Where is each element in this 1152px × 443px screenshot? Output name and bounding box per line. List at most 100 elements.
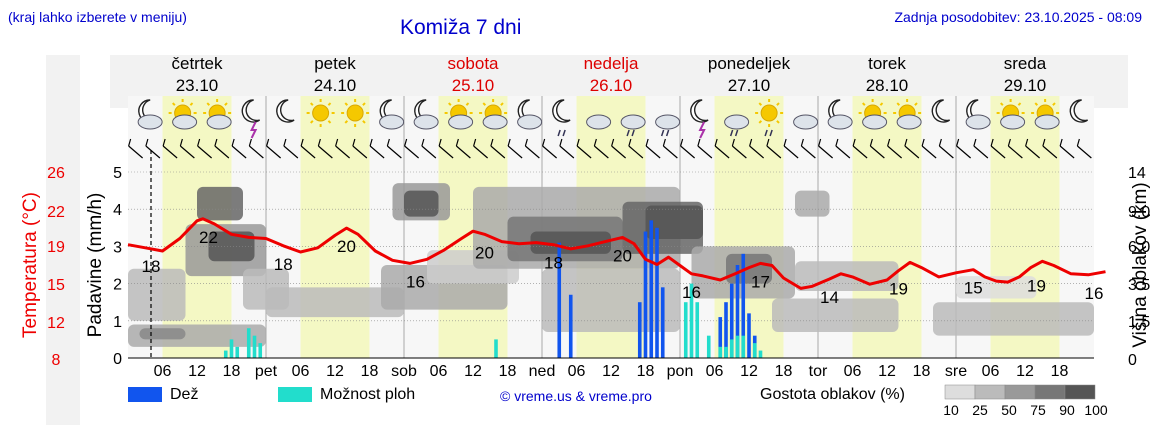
wind-barb-flag: [335, 138, 339, 147]
rain-bar: [724, 302, 728, 358]
sun-ray: [482, 102, 487, 106]
precip-tick-label: 2: [113, 277, 122, 294]
x-tick-label: 18: [1051, 363, 1069, 380]
shower-bar: [235, 346, 240, 358]
sun-ray: [1052, 102, 1056, 106]
rain-drop: [729, 129, 734, 137]
wind-barb: [818, 145, 834, 159]
x-tick-label: 12: [878, 363, 896, 380]
cloud-icon: [793, 114, 819, 130]
wind-barb-flag: [214, 138, 218, 147]
rain-bar: [735, 265, 740, 358]
cloud-density-blob: [795, 190, 830, 217]
cloud-density-tick: 25: [972, 402, 988, 418]
wind-barb-flag: [628, 138, 632, 147]
cloud-density-blob: [404, 190, 439, 217]
cloud-height-tick-label: 1.5: [1128, 314, 1150, 331]
wind-barb: [956, 145, 972, 159]
cloud-density-tick: 50: [1001, 402, 1017, 418]
x-tick-label: 18: [775, 363, 793, 380]
x-tick-label: 06: [292, 363, 310, 380]
wind-barb-flag: [576, 138, 580, 147]
temperature-label: 22: [199, 228, 218, 247]
cloud-height-tick-label: 14: [1128, 165, 1146, 182]
wind-barb-flag: [1007, 138, 1011, 147]
rain-bar: [649, 220, 654, 358]
cloud-height-tick-label: 3.5: [1128, 277, 1150, 294]
x-tick-label: 06: [568, 363, 586, 380]
cloud-density-swatch: [944, 384, 976, 400]
credit-link[interactable]: © vreme.us & vreme.pro: [500, 388, 652, 404]
daylight-band: [300, 96, 370, 358]
sun-ray: [500, 102, 504, 106]
wind-barb-flag: [404, 138, 408, 147]
shower-bar: [223, 350, 228, 358]
temperature-label: 17: [751, 272, 770, 291]
rain-cloud-icon: [655, 114, 681, 137]
cloud-density-blob: [542, 268, 680, 332]
rain-bar: [557, 242, 562, 358]
x-tick-label: 12: [326, 363, 344, 380]
rain-drop: [562, 129, 566, 137]
wind-barb-flag: [835, 138, 839, 147]
wind-barb-flag: [317, 138, 321, 147]
wind-barb: [266, 145, 282, 159]
wind-barb: [990, 145, 1006, 159]
wind-barb-flag: [421, 138, 425, 147]
wind-barb-flag: [938, 138, 942, 147]
sun-ray: [189, 102, 194, 106]
moon-lightning-icon: [690, 99, 709, 139]
wind-barb: [1007, 145, 1023, 159]
wind-barb-flag: [662, 138, 666, 147]
shower-bar: [729, 339, 734, 358]
wind-barb: [248, 145, 264, 159]
x-tick-label: 18: [361, 363, 379, 380]
wind-barb-flag: [524, 138, 528, 147]
cloud-icon: [586, 114, 612, 130]
wind-barb-flag: [283, 138, 287, 147]
wind-barb-flag: [904, 138, 908, 147]
cloud-shape: [896, 114, 922, 130]
wind-barb: [731, 145, 747, 159]
shower-bar: [752, 343, 757, 358]
wind-barb-flag: [542, 138, 546, 147]
sun-ray: [310, 102, 314, 106]
sun-ray: [344, 120, 349, 124]
wind-barb-flag: [490, 138, 494, 147]
cloud-shape: [655, 114, 681, 130]
moon-icon: [931, 99, 951, 123]
wind-barb-flag: [179, 138, 183, 147]
wind-barb-flag: [145, 138, 149, 147]
wind-barb-flag: [869, 138, 873, 147]
wind-barb: [214, 145, 230, 159]
wind-barb: [179, 145, 195, 159]
wind-barb-flag: [973, 138, 977, 147]
wind-barb: [852, 145, 868, 159]
sun-ray: [1034, 102, 1039, 106]
rain-bar: [741, 253, 746, 358]
wind-barb: [438, 145, 454, 159]
shower-bar: [724, 346, 728, 358]
wind-barb: [542, 145, 558, 159]
sun-ray: [327, 102, 332, 106]
wind-barb: [835, 145, 851, 159]
sun-ray: [448, 102, 452, 106]
wind-barb: [697, 145, 713, 159]
day-date: 25.10: [452, 76, 495, 95]
day-name: ponedeljek: [708, 54, 791, 73]
temperature-tick-label: 26: [47, 165, 65, 182]
location-menu-hint[interactable]: (kraj lahko izberete v meniju): [8, 9, 187, 25]
cloud-shape: [448, 114, 474, 130]
wind-barb-flag: [783, 138, 787, 147]
x-tick-label: 18: [637, 363, 655, 380]
moon-cloud-icon: [137, 99, 163, 130]
wind-barb-flag: [645, 138, 649, 147]
cloud-density-blob: [645, 205, 703, 239]
moon-shape: [690, 99, 709, 123]
wind-barb-flag: [593, 138, 597, 147]
wind-barb: [714, 145, 730, 159]
sun-ray: [1000, 102, 1004, 106]
shower-bar: [735, 335, 740, 358]
wind-barb: [869, 145, 885, 159]
sun-ray: [896, 102, 901, 106]
